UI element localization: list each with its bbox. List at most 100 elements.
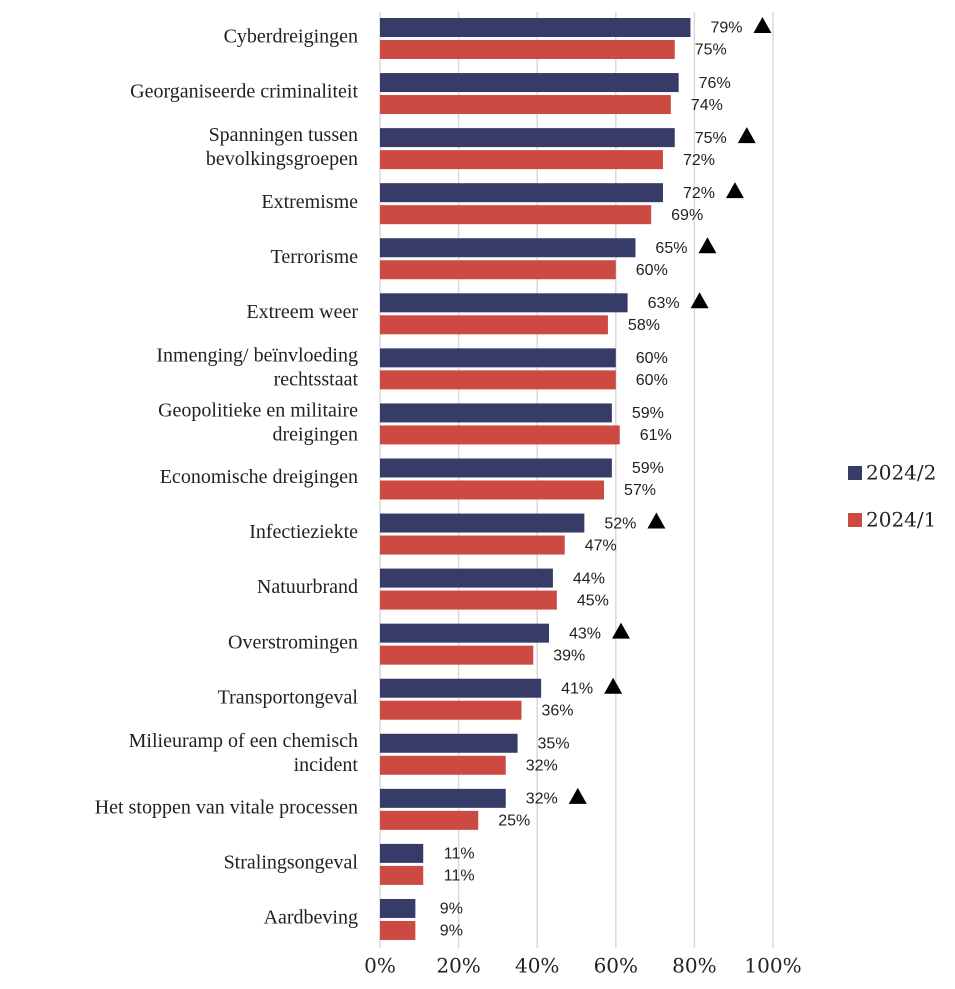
value-label: 11% [444, 868, 475, 885]
increase-marker [690, 292, 709, 309]
bar [380, 843, 424, 863]
category-label: Het stoppen van vitale processen [95, 796, 358, 818]
x-tick-label: 40% [515, 954, 559, 978]
value-label: 52% [604, 515, 636, 532]
value-label: 69% [671, 207, 703, 224]
value-label: 76% [699, 75, 731, 92]
bar [380, 755, 506, 775]
x-tick-label: 20% [436, 954, 480, 978]
category-label: Transportongeval [218, 686, 359, 708]
category-label: Cyberdreigingen [224, 26, 358, 48]
value-label: 65% [655, 240, 687, 257]
x-tick-label: 80% [672, 954, 716, 978]
bar [380, 260, 616, 280]
bar [380, 920, 416, 940]
category-label: Extreem weer [246, 301, 358, 323]
value-label: 63% [648, 295, 680, 312]
bar [380, 700, 522, 720]
category-label: Inmenging/ beïnvloeding rechtsstaat [156, 344, 358, 390]
bar [380, 513, 585, 533]
bar [380, 458, 612, 478]
increase-marker [737, 127, 756, 144]
bar [380, 645, 534, 665]
legend-swatch [848, 513, 862, 527]
x-tick-label: 60% [594, 954, 638, 978]
increase-marker [647, 512, 666, 529]
value-label: 72% [683, 185, 715, 202]
increase-marker [568, 787, 587, 804]
bar [380, 865, 424, 885]
increase-marker [753, 17, 772, 33]
value-label: 36% [541, 702, 573, 719]
category-label: Georganiseerde criminaliteit [130, 81, 358, 103]
value-label: 43% [569, 625, 601, 642]
bar [380, 810, 479, 830]
bar [380, 568, 553, 588]
value-label: 44% [573, 570, 605, 587]
bar [380, 40, 675, 59]
bar [380, 95, 671, 115]
bar [380, 73, 679, 93]
value-label: 72% [683, 152, 715, 169]
bar [380, 205, 652, 225]
value-label: 9% [440, 901, 463, 918]
bar [380, 535, 565, 555]
bar [380, 678, 542, 698]
category-label: Spanningen tussen bevolkingsgroepen [206, 124, 358, 170]
value-label: 61% [640, 427, 672, 444]
value-label: 9% [440, 923, 463, 940]
value-label: 11% [444, 846, 475, 863]
bar [380, 293, 628, 313]
value-label: 57% [624, 482, 656, 499]
x-tick-label: 0% [364, 954, 396, 978]
value-label: 45% [577, 592, 609, 609]
value-label: 39% [553, 647, 585, 664]
bar [380, 590, 557, 610]
value-label: 25% [498, 813, 530, 830]
legend-label: 2024/2 [866, 461, 936, 485]
bar [380, 238, 636, 258]
category-label: Extremisme [261, 191, 358, 213]
value-label: 32% [526, 791, 558, 808]
bar [380, 480, 605, 500]
value-label: 32% [526, 757, 558, 774]
value-label: 35% [538, 735, 570, 752]
value-label: 58% [628, 317, 660, 334]
value-label: 47% [585, 537, 617, 554]
value-label: 59% [632, 460, 664, 477]
bar [380, 898, 416, 918]
value-label: 74% [691, 97, 723, 114]
category-label: Natuurbrand [257, 576, 358, 598]
category-label: Terrorisme [271, 246, 359, 268]
bar [380, 348, 616, 368]
bar [380, 18, 691, 37]
increase-marker [698, 237, 717, 254]
value-label: 75% [695, 42, 727, 59]
value-label: 75% [695, 130, 727, 147]
category-label: Milieuramp of een chemisch incident [129, 729, 359, 775]
value-label: 60% [636, 372, 668, 389]
value-label: 60% [636, 350, 668, 367]
increase-marker [604, 677, 623, 694]
bar [380, 733, 518, 753]
value-label: 79% [710, 20, 742, 37]
category-label: Geopolitieke en militaire dreigingen [158, 399, 358, 445]
value-label: 60% [636, 262, 668, 279]
category-label: Stralingsongeval [224, 851, 359, 873]
increase-marker [725, 182, 744, 199]
bar [380, 403, 612, 423]
legend-swatch [848, 466, 862, 480]
legend-label: 2024/1 [866, 508, 936, 532]
increase-marker [611, 622, 630, 639]
category-label: Overstromingen [228, 631, 358, 653]
value-label: 59% [632, 405, 664, 422]
value-label: 41% [561, 680, 593, 697]
bar [380, 788, 506, 808]
category-label: Aardbeving [264, 907, 358, 929]
bar [380, 183, 663, 203]
bar [380, 623, 549, 643]
bar [380, 150, 663, 170]
bar [380, 315, 608, 335]
x-tick-label: 100% [744, 954, 801, 978]
